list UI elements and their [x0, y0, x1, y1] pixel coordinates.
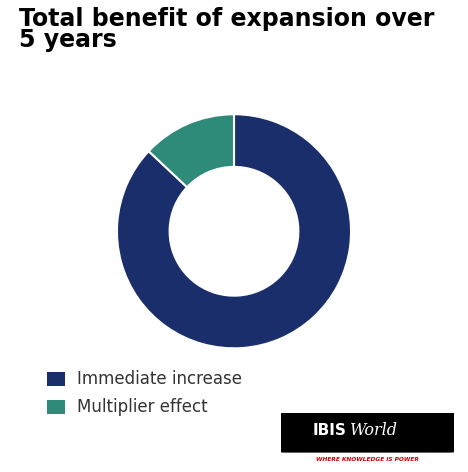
- Text: Total benefit of expansion over: Total benefit of expansion over: [19, 7, 434, 31]
- Text: Immediate increase: Immediate increase: [77, 370, 242, 388]
- Text: 5 years: 5 years: [19, 28, 117, 52]
- Wedge shape: [117, 114, 351, 348]
- Wedge shape: [149, 114, 234, 187]
- Text: IBIS: IBIS: [313, 423, 347, 438]
- Text: WHERE KNOWLEDGE IS POWER: WHERE KNOWLEDGE IS POWER: [316, 457, 419, 462]
- Text: Multiplier effect: Multiplier effect: [77, 398, 208, 416]
- FancyBboxPatch shape: [272, 412, 462, 453]
- Text: World: World: [350, 422, 398, 439]
